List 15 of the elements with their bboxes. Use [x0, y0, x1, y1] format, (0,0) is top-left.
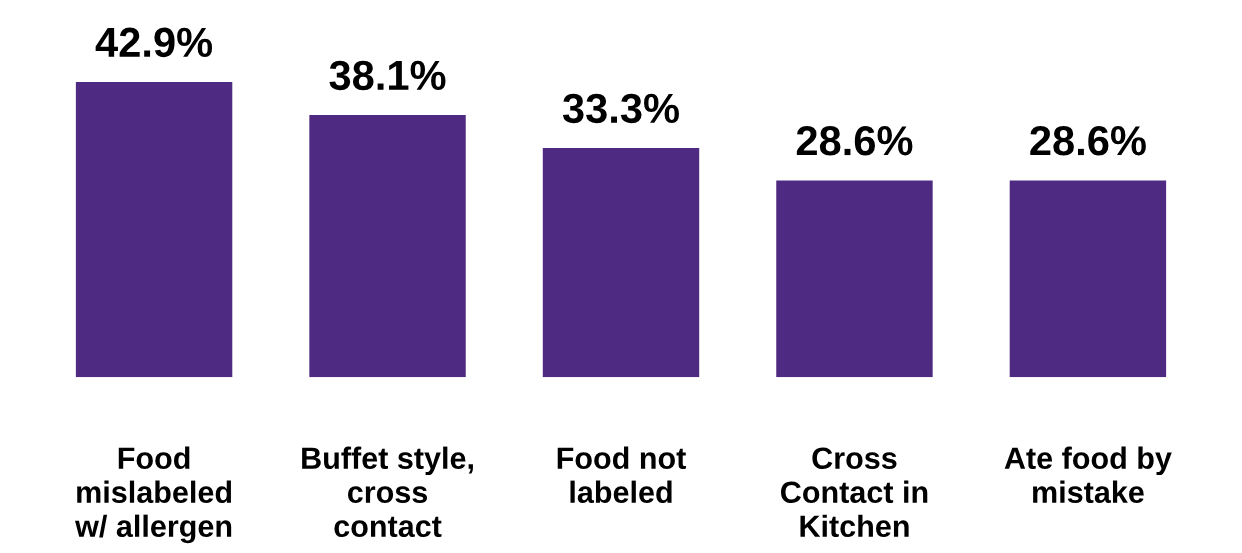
bar [776, 180, 933, 378]
x-tick-label: Food not labeled [557, 446, 686, 504]
x-tick-label: Food mislabeled w/ allergen [75, 446, 232, 544]
data-label: 42.9% [95, 27, 213, 58]
data-label: 28.6% [796, 126, 913, 156]
data-label: 38.1% [329, 60, 446, 91]
data-label: 28.6% [1030, 126, 1146, 156]
data-label: 33.3% [562, 93, 679, 124]
bar [1009, 180, 1167, 378]
x-tick-label: Cross Contact in Kitchen [781, 447, 928, 538]
bar [542, 148, 700, 378]
bar [75, 82, 233, 378]
bar [309, 115, 466, 378]
x-tick-label: Ate food by mistake [1004, 446, 1172, 504]
x-tick-label: Buffet style, cross contact [302, 446, 473, 538]
